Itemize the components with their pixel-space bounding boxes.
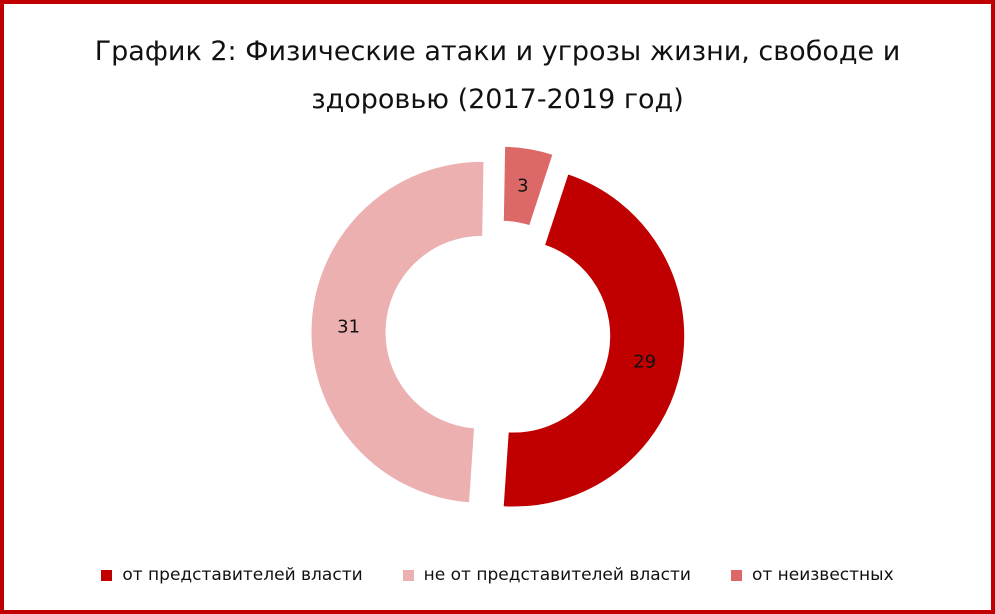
- legend-item-authorities: от представителей власти: [101, 565, 363, 585]
- data-label-authorities: 29: [633, 352, 656, 373]
- legend-label-non-authorities: не от представителей власти: [423, 565, 691, 585]
- legend-item-unknown: от неизвестных: [730, 565, 894, 585]
- labels-group: 3 29 31: [337, 176, 656, 373]
- slices-group: [308, 143, 688, 510]
- data-label-non-authorities: 31: [337, 317, 360, 338]
- legend-swatch-authorities: [101, 569, 113, 581]
- slice-authorities: [500, 170, 688, 510]
- chart-title: График 2: Физические атаки и угрозы жизн…: [94, 36, 901, 115]
- slice-unknown: [500, 143, 557, 229]
- legend: от представителей власти не от представи…: [0, 565, 995, 585]
- legend-item-non-authorities: не от представителей власти: [402, 565, 691, 585]
- legend-swatch-unknown: [730, 569, 742, 581]
- legend-label-authorities: от представителей власти: [122, 565, 363, 585]
- slice-non-authorities: [308, 158, 487, 506]
- legend-label-unknown: от неизвестных: [751, 565, 894, 585]
- legend-swatch-non-authorities: [402, 569, 414, 581]
- data-label-unknown: 3: [517, 176, 528, 197]
